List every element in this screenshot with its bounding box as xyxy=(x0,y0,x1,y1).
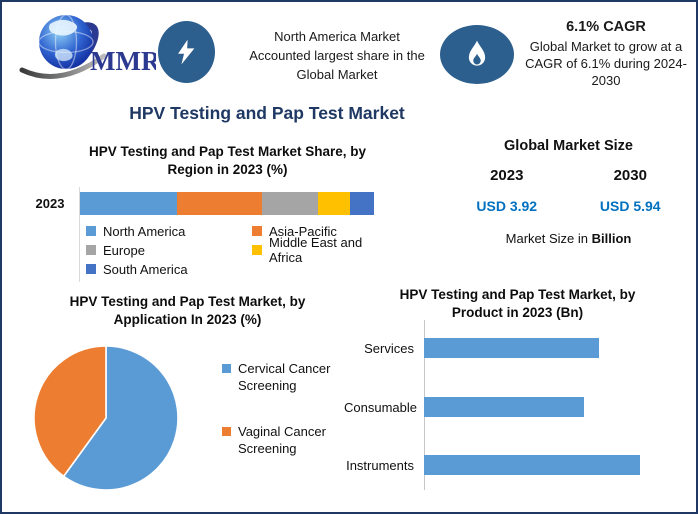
region-chart-title-line2: Region in 2023 (%) xyxy=(167,162,288,177)
product-category-label: Consumable xyxy=(344,399,417,415)
banner2-line1: Global Market to grow at a xyxy=(529,39,683,54)
legend-swatch xyxy=(86,226,96,236)
banner1-line1: North America Market xyxy=(274,29,400,44)
region-bar-segment xyxy=(262,192,319,215)
page-title: HPV Testing and Pap Test Market xyxy=(129,103,405,123)
flame-badge xyxy=(440,25,514,84)
banner-cagr: 6.1% CAGR Global Market to grow at a CAG… xyxy=(518,18,694,89)
application-legend: Cervical Cancer Screening Vaginal Cancer … xyxy=(222,360,344,486)
market-size-note: Market Size in Billion xyxy=(445,231,692,246)
value-2023: USD 3.92 xyxy=(476,198,538,214)
mmr-logo: MMR xyxy=(19,14,156,79)
market-size-years: 2023 2030 xyxy=(445,167,692,184)
application-chart-title-line1: HPV Testing and Pap Test Market, by xyxy=(69,294,306,309)
market-size-title: Global Market Size xyxy=(504,138,633,154)
region-legend: North America Asia-Pacific Europe Middle Ea… xyxy=(86,223,388,277)
region-legend-item: Middle East and Africa xyxy=(252,235,388,265)
value-2030: USD 5.94 xyxy=(599,198,661,214)
cagr-title: 6.1% CAGR xyxy=(566,19,646,35)
application-legend-item: Cervical Cancer Screening xyxy=(222,360,344,394)
application-chart-title: HPV Testing and Pap Test Market, by Appl… xyxy=(30,293,345,329)
legend-swatch xyxy=(86,245,96,255)
region-bar-segment xyxy=(318,192,351,215)
region-legend-item: South America xyxy=(86,261,252,277)
product-chart-title-line2: Product in 2023 (Bn) xyxy=(451,305,584,320)
market-size-note-regular: Market Size in xyxy=(505,231,589,246)
market-size-note-bold: Billion xyxy=(591,231,632,246)
legend-label: South America xyxy=(103,261,188,277)
pie-slice xyxy=(62,345,179,491)
product-category-label: Instruments xyxy=(346,457,414,473)
region-stacked-bar xyxy=(80,192,374,215)
banner1-line2: Accounted largest share in the xyxy=(249,48,425,63)
legend-swatch xyxy=(252,226,262,236)
region-legend-item: North America xyxy=(86,223,252,239)
product-bar-track xyxy=(424,455,692,475)
application-pie xyxy=(33,345,179,491)
legend-swatch xyxy=(86,264,96,274)
pie-slice xyxy=(33,345,107,478)
product-category-label: Services xyxy=(364,340,414,356)
product-rows: Services Consumable Instruments xyxy=(344,332,692,492)
product-bar-row: Instruments xyxy=(344,455,692,475)
application-legend-item: Vaginal Cancer Screening xyxy=(222,423,344,457)
legend-swatch xyxy=(222,364,231,373)
logo-swoosh-gray xyxy=(19,53,107,79)
product-bar-row: Consumable xyxy=(344,397,692,417)
legend-swatch xyxy=(222,427,231,436)
banner1-line3: Global Market xyxy=(296,67,378,82)
product-chart-title: HPV Testing and Pap Test Market, by Prod… xyxy=(390,286,645,322)
lightning-icon xyxy=(178,39,195,65)
logo-text: MMR xyxy=(90,46,156,76)
application-chart-title-line2: Application In 2023 (%) xyxy=(113,312,262,327)
year-2023-label: 2023 xyxy=(490,167,524,184)
region-axis-line xyxy=(79,187,80,282)
banner2-line3: 2030 xyxy=(591,73,621,88)
year-2030-label: 2030 xyxy=(613,167,647,184)
product-bar-track xyxy=(424,397,692,417)
legend-label: North America xyxy=(103,223,186,239)
product-bar xyxy=(424,338,599,358)
flame-icon xyxy=(468,40,486,66)
market-size-panel: Global Market Size 2023 2030 USD 3.92 US… xyxy=(445,138,692,246)
region-legend-item: Europe xyxy=(86,242,252,258)
legend-label: Middle East and Africa xyxy=(269,235,363,265)
market-size-values: USD 3.92 USD 5.94 xyxy=(445,198,692,214)
region-category-label: 2023 xyxy=(35,196,65,211)
region-chart-title: HPV Testing and Pap Test Market Share, b… xyxy=(40,143,415,179)
product-bar-row: Services xyxy=(344,338,692,358)
legend-label: Vaginal Cancer Screening xyxy=(238,424,326,456)
product-bar xyxy=(424,397,584,417)
product-bar-track xyxy=(424,338,692,358)
region-bar-segment xyxy=(80,192,178,215)
region-legend-item: Asia-Pacific xyxy=(252,223,388,239)
legend-swatch xyxy=(252,245,262,255)
legend-label: Asia-Pacific xyxy=(269,223,337,239)
legend-label: Cervical Cancer Screening xyxy=(238,361,331,393)
banner-north-america: North America Market Accounted largest s… xyxy=(242,27,432,84)
product-chart-title-line1: HPV Testing and Pap Test Market, by xyxy=(399,287,636,302)
globe-icon xyxy=(19,14,107,79)
region-bar-segment xyxy=(177,192,263,215)
region-bar-segment xyxy=(350,192,374,215)
product-bar xyxy=(424,455,640,475)
region-chart-title-line1: HPV Testing and Pap Test Market Share, b… xyxy=(88,144,367,159)
lightning-badge xyxy=(158,21,215,83)
banner2-line2: CAGR of 6.1% during 2024- xyxy=(525,56,687,71)
legend-label: Europe xyxy=(103,242,145,258)
